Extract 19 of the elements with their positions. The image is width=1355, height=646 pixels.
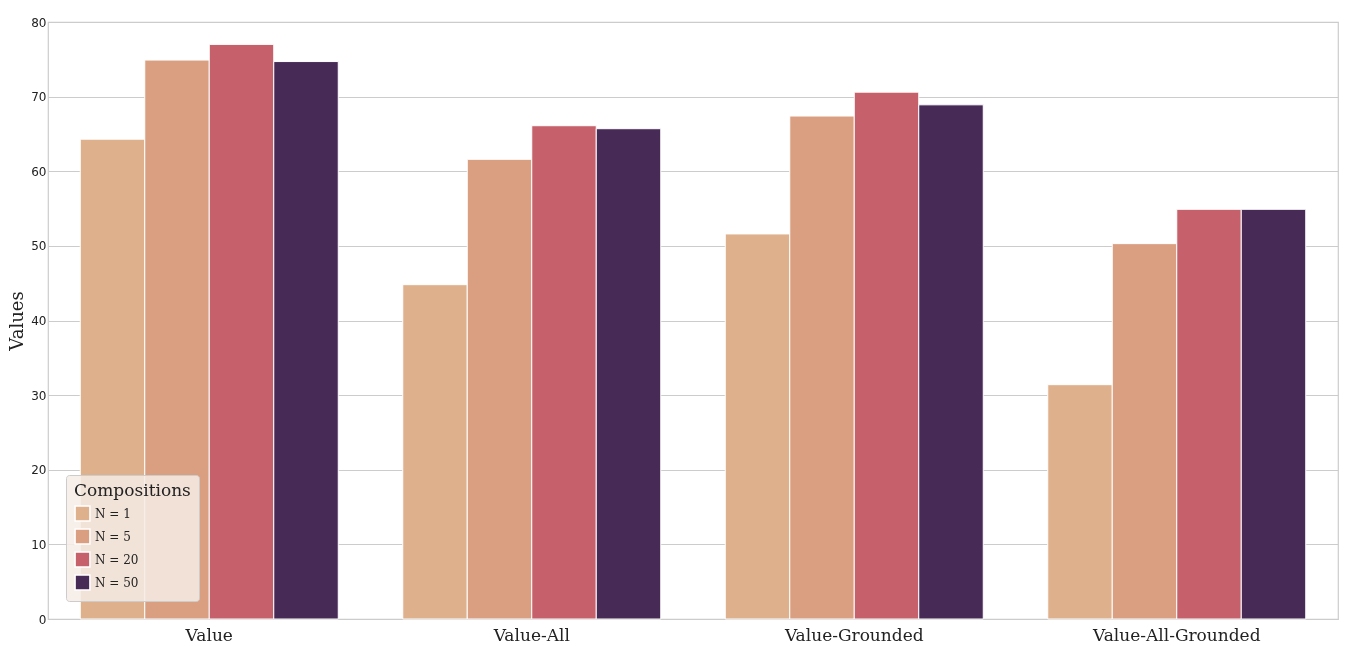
y-tick-label: 30 <box>31 388 47 403</box>
y-tick-label: 60 <box>31 164 47 179</box>
y-tick-label: 0 <box>38 612 47 627</box>
y-tick-label: 20 <box>31 463 47 478</box>
y-tick-label: 40 <box>31 314 47 328</box>
y-tick-label: 10 <box>31 537 47 552</box>
legend-label: N = 5 <box>95 529 131 544</box>
x-tick-label: Value <box>184 624 233 645</box>
legend-label: N = 20 <box>95 552 139 567</box>
legend-title: Compositions <box>74 480 191 500</box>
x-tick-label: Value-Grounded <box>783 624 924 645</box>
x-tick-label: Value-All <box>492 624 570 645</box>
legend-label: N = 1 <box>95 506 131 521</box>
y-axis-title: Values <box>6 291 28 352</box>
y-tick-label: 70 <box>31 90 47 105</box>
x-tick-label: Value-All-Grounded <box>1091 624 1261 645</box>
y-tick-label: 80 <box>31 15 47 30</box>
legend-label: N = 50 <box>95 575 139 590</box>
y-tick-label: 50 <box>31 239 47 254</box>
